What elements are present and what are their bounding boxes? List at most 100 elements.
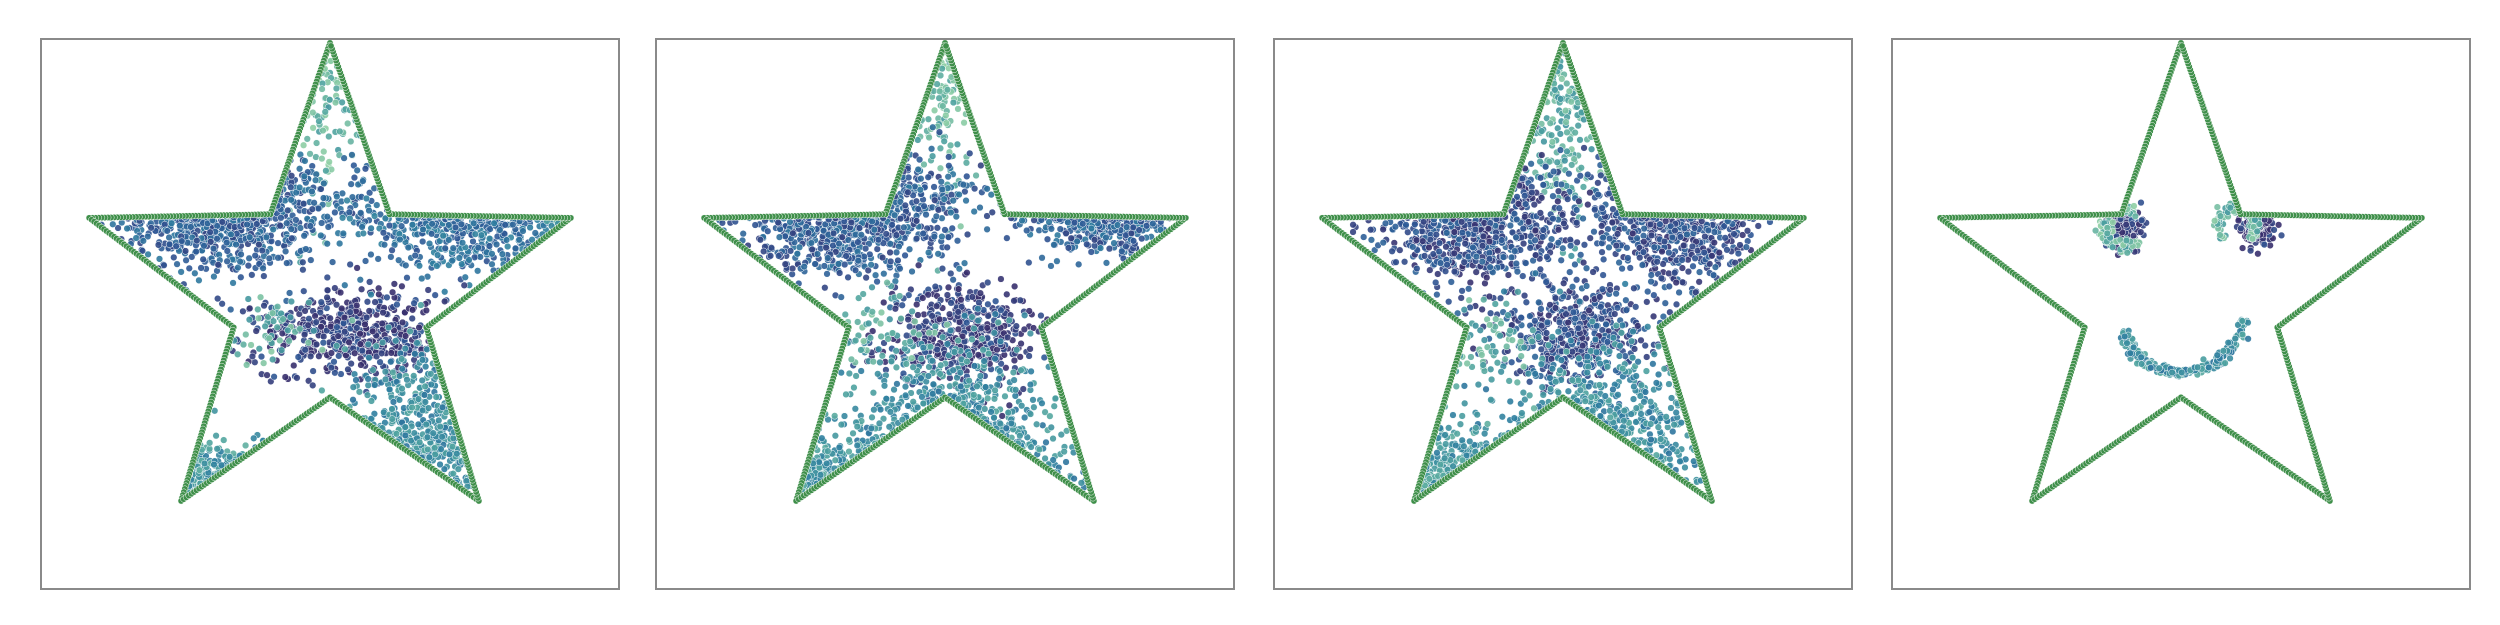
scatter-point [300,287,308,295]
scatter-point [901,201,909,210]
scatter-point [381,375,390,384]
scatter-point [421,398,429,406]
scatter-point [449,470,457,478]
scatter-point [997,275,1005,283]
scatter-point [273,303,282,311]
scatter-point [247,341,255,349]
scatter-point [477,231,486,239]
scatter-point [371,381,379,389]
scatter-point [408,314,416,323]
scatter-point [1142,222,1151,230]
scatter-point [949,276,957,284]
scatter-point [379,229,388,237]
scatter-point [953,140,962,148]
scatter-point [1005,401,1013,409]
scatter-point [968,335,976,343]
scatter-point [347,137,355,146]
scatter-point [930,183,938,191]
scatter-point [962,197,970,205]
scatter-point [875,345,883,353]
scatter-point [929,380,938,388]
scatter-point [965,377,973,385]
scatter-point [775,252,783,260]
scatter-point [1016,296,1024,304]
scatter-point [1038,399,1046,407]
scatter-point [195,466,204,474]
scatter-point [1019,385,1027,393]
scatter-point [296,325,304,333]
scatter-point [309,124,317,132]
scatter-point [531,229,539,237]
scatter-point [504,242,512,251]
scatter-point [306,150,314,158]
scatter-point [256,293,265,301]
scatter-point [838,233,846,241]
scatter-point [244,262,252,270]
scatter-point [949,366,957,374]
scatter-point [933,224,941,232]
scatter-point [123,224,131,233]
scatter-point [114,224,122,232]
scatter-point [835,239,843,248]
scatter-point [323,286,332,294]
scatter-point [855,224,864,232]
scatter-point [976,372,985,380]
scatter-point [304,321,312,329]
scatter-point [893,380,901,388]
scatter-point [236,258,244,266]
scatter-point [317,298,325,306]
scatter-point [287,225,295,233]
scatter-point [935,128,944,136]
scatter-point [849,429,857,437]
scatter-point [935,94,943,102]
scatter-point [1064,218,1072,226]
scatter-point [1064,244,1073,252]
scatter-point [315,352,323,360]
scatter-point [448,443,457,451]
scatter-point [1067,234,1075,242]
scatter-point [414,395,423,403]
scatter-point [976,289,984,297]
scatter-point [857,231,865,239]
scatter-point [294,353,302,361]
scatter-point [767,244,776,252]
scatter-point [437,445,445,453]
scatter-point [842,252,850,260]
scatter-point [323,273,331,282]
scatter-point [954,308,962,316]
scatter-point [177,268,185,276]
scatter-point [366,189,374,197]
scatter-point [269,225,277,234]
scatter-point [1045,218,1053,226]
scatter-point [831,456,839,464]
scatter-point [943,243,951,252]
scatter-point [345,338,353,346]
scatter-point [460,281,468,289]
scatter-point [276,222,284,230]
scatter-point [880,270,888,278]
scatter-point [210,460,218,469]
scatter-point [824,447,832,455]
scatter-point [822,243,830,252]
scatter-point [258,246,266,255]
scatter-point [371,298,379,306]
scatter-point [384,323,393,332]
scatter-point [341,328,349,336]
scatter-point [345,208,353,216]
scatter-point [1017,339,1025,348]
scatter-point [818,434,826,442]
scatter-point [914,165,922,174]
scatter-point [293,374,301,382]
scatter-point [458,239,467,247]
scatter-point [845,369,853,378]
scatter-point [852,372,860,380]
scatter-point [970,362,979,370]
scatter-point [1075,260,1083,268]
scatter-point [331,369,339,377]
boundary-point [327,42,335,50]
scatter-point [415,262,424,270]
scatter-point [501,221,509,229]
scatter-point [185,264,193,272]
scatter-point [909,398,917,406]
scatter-point [403,274,411,282]
